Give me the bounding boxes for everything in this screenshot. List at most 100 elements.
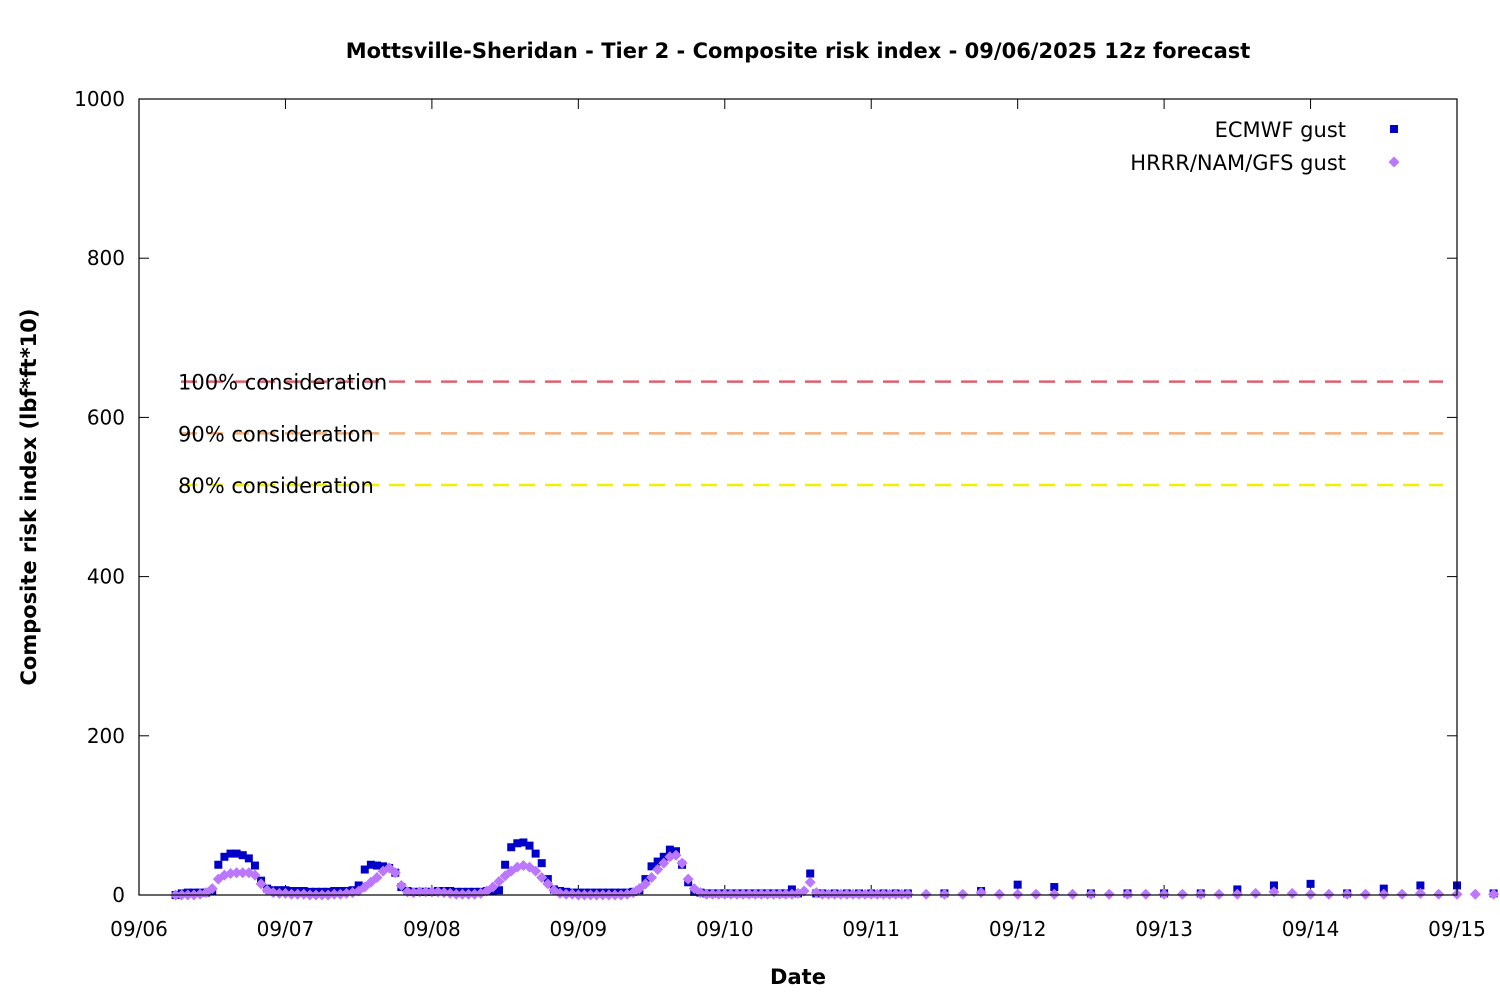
hrrr-point <box>938 888 950 900</box>
hrrr-point <box>1140 888 1152 900</box>
ecmwf-point <box>806 869 815 878</box>
y-tick-label: 1000 <box>74 87 125 111</box>
y-tick-label: 800 <box>87 246 125 270</box>
ecmwf-point <box>519 838 528 847</box>
hrrr-point <box>1158 888 1170 900</box>
hrrr-point <box>780 888 792 900</box>
hrrr-point <box>774 888 786 900</box>
hrrr-point <box>841 888 853 900</box>
hrrr-point <box>1359 888 1371 900</box>
hrrr-point <box>993 888 1005 900</box>
hrrr-point <box>1067 888 1079 900</box>
y-tick-label: 200 <box>87 724 125 748</box>
x-tick-label: 09/14 <box>1282 917 1340 941</box>
hrrr-point <box>1305 888 1317 900</box>
legend-label: ECMWF gust <box>1215 118 1346 142</box>
x-tick-label: 09/07 <box>257 917 315 941</box>
y-tick-label: 600 <box>87 405 125 429</box>
y-axis-title: Composite risk index (lbf*ft*10) <box>17 308 41 685</box>
ecmwf-point <box>501 860 510 869</box>
ecmwf-point <box>1379 884 1388 893</box>
ecmwf-point <box>238 851 247 860</box>
hrrr-point <box>865 888 877 900</box>
hrrr-point <box>737 888 749 900</box>
hrrr-point <box>816 888 828 900</box>
hrrr-point <box>206 883 218 895</box>
threshold-label: 100% consideration <box>178 371 387 395</box>
hrrr-point <box>768 888 780 900</box>
hrrr-point <box>700 888 712 900</box>
hrrr-point <box>249 869 261 881</box>
hrrr-point <box>1433 888 1445 900</box>
hrrr-point <box>1176 888 1188 900</box>
ecmwf-point <box>537 859 546 868</box>
hrrr-point <box>676 857 688 869</box>
ecmwf-point <box>360 865 369 874</box>
hrrr-point <box>877 888 889 900</box>
hrrr-point <box>1341 888 1353 900</box>
ecmwf-point <box>653 857 662 866</box>
ecmwf-point <box>1013 880 1022 889</box>
hrrr-point <box>395 879 407 891</box>
ecmwf-point <box>366 860 375 869</box>
hrrr-point <box>493 875 505 887</box>
plot-area-frame <box>138 98 1458 896</box>
x-tick-label: 09/12 <box>989 917 1047 941</box>
y-tick-label: 400 <box>87 565 125 589</box>
ecmwf-point <box>507 843 516 852</box>
ecmwf-point <box>354 881 363 890</box>
legend-marker <box>1388 156 1400 168</box>
hrrr-point <box>1122 888 1133 900</box>
hrrr-point <box>890 888 902 900</box>
hrrr-point <box>231 867 243 879</box>
hrrr-point <box>328 888 340 900</box>
legend: ECMWF gust HRRR/NAM/GFS gust <box>1130 118 1400 175</box>
hrrr-point <box>1048 888 1060 900</box>
hrrr-point <box>639 878 651 890</box>
hrrr-point <box>719 888 731 900</box>
x-tick-label: 09/13 <box>1135 917 1193 941</box>
ecmwf-point <box>244 854 253 863</box>
chart-title: Mottsville-Sheridan - Tier 2 - Composite… <box>346 39 1251 63</box>
hrrr-point <box>1012 888 1024 900</box>
hrrr-point <box>237 867 249 879</box>
hrrr-point <box>829 888 841 900</box>
hrrr-point <box>487 881 499 893</box>
hrrr-point <box>1488 888 1500 900</box>
ecmwf-point <box>250 861 259 870</box>
ecmwf-point <box>1269 881 1278 890</box>
hrrr-point <box>652 864 664 876</box>
hrrr-point <box>682 873 694 885</box>
threshold-lines: 100% consideration 90% consideration 80% c… <box>178 371 1443 498</box>
ecmwf-point <box>647 862 656 871</box>
hrrr-point <box>658 857 670 869</box>
hrrr-point <box>1085 888 1097 900</box>
hrrr-point <box>798 885 810 897</box>
hrrr-point <box>450 888 462 900</box>
hrrr-point <box>871 888 883 900</box>
hrrr-point <box>755 888 767 900</box>
hrrr-point <box>1469 888 1481 900</box>
hrrr-point <box>646 871 658 883</box>
ecmwf-point <box>1306 879 1315 888</box>
ecmwf-point <box>1416 881 1425 890</box>
x-tick-label: 09/10 <box>696 917 754 941</box>
hrrr-point <box>273 887 285 899</box>
hrrr-point <box>255 878 267 890</box>
x-tick-label: 09/08 <box>403 917 461 941</box>
hrrr-point <box>853 888 865 900</box>
hrrr-point <box>670 849 682 861</box>
threshold-label: 80% consideration <box>178 474 374 498</box>
hrrr-point <box>884 888 896 900</box>
ecmwf-point <box>232 849 241 858</box>
hrrr-point <box>1286 887 1298 899</box>
x-tick-label: 09/06 <box>110 917 168 941</box>
hrrr-point <box>371 871 383 883</box>
ecmwf-point <box>525 841 534 850</box>
hrrr-point <box>286 888 298 900</box>
ecmwf-point <box>531 849 540 858</box>
hrrr-point <box>1103 888 1115 900</box>
hrrr-point <box>1213 888 1225 900</box>
hrrr-point <box>896 888 908 900</box>
